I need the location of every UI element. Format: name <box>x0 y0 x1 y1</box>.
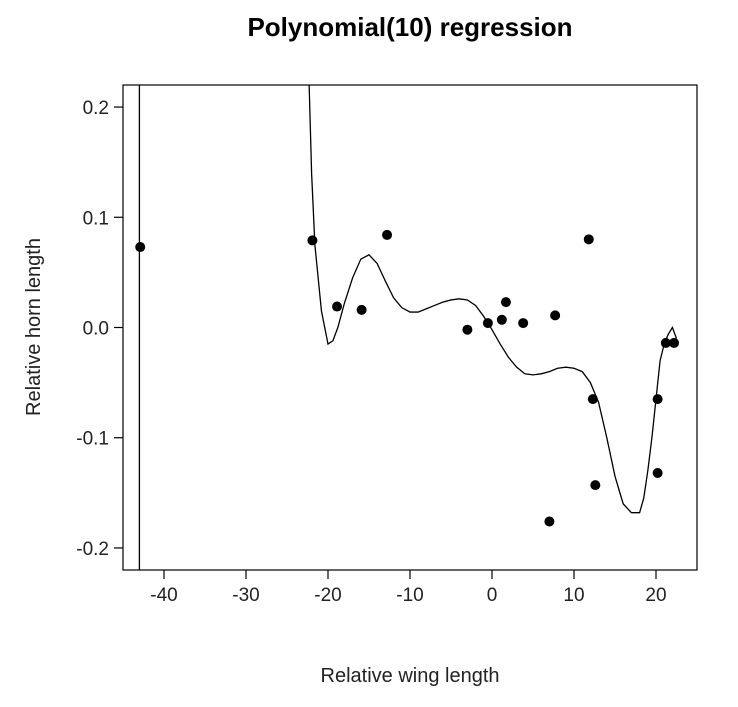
data-point <box>382 229 393 240</box>
x-tick-label: 0 <box>487 585 498 606</box>
data-point <box>583 234 594 245</box>
plot-frame <box>122 84 698 571</box>
data-point <box>518 318 529 329</box>
fit-curve <box>138 85 678 570</box>
data-point <box>669 337 680 348</box>
x-tick-label: -40 <box>150 585 177 606</box>
data-point <box>590 480 601 491</box>
data-point <box>496 314 507 325</box>
data-point <box>500 297 511 308</box>
y-tick-label: 0.1 <box>83 208 109 229</box>
data-point <box>356 304 367 315</box>
x-tick-label: 10 <box>563 585 584 606</box>
data-point <box>307 235 318 246</box>
y-tick-label: 0.0 <box>83 319 109 340</box>
chart-title: Polynomial(10) regression <box>247 12 572 42</box>
data-point <box>550 310 561 321</box>
data-point <box>462 324 473 335</box>
x-axis: -40 -30 -20 -10 0 10 20 <box>150 570 667 606</box>
x-tick-label: -20 <box>314 585 341 606</box>
y-tick-label: -0.1 <box>76 429 109 450</box>
data-point <box>652 468 663 478</box>
data-point <box>135 242 146 253</box>
y-axis-label: Relative horn length <box>23 238 45 416</box>
data-point <box>544 516 555 527</box>
data-point <box>587 394 598 405</box>
x-axis-label: Relative wing length <box>321 665 500 687</box>
data-points <box>135 229 680 527</box>
y-tick-label: -0.2 <box>76 539 109 560</box>
x-tick-label: -30 <box>232 585 259 606</box>
y-tick-label: 0.2 <box>83 98 109 119</box>
data-point <box>482 318 493 329</box>
data-point <box>660 337 671 348</box>
x-tick-label: -10 <box>396 585 423 606</box>
data-point <box>652 394 663 405</box>
y-axis: -0.2 -0.1 0.0 0.1 0.2 <box>76 98 123 560</box>
x-tick-label: 20 <box>645 585 666 606</box>
data-point <box>332 301 343 312</box>
